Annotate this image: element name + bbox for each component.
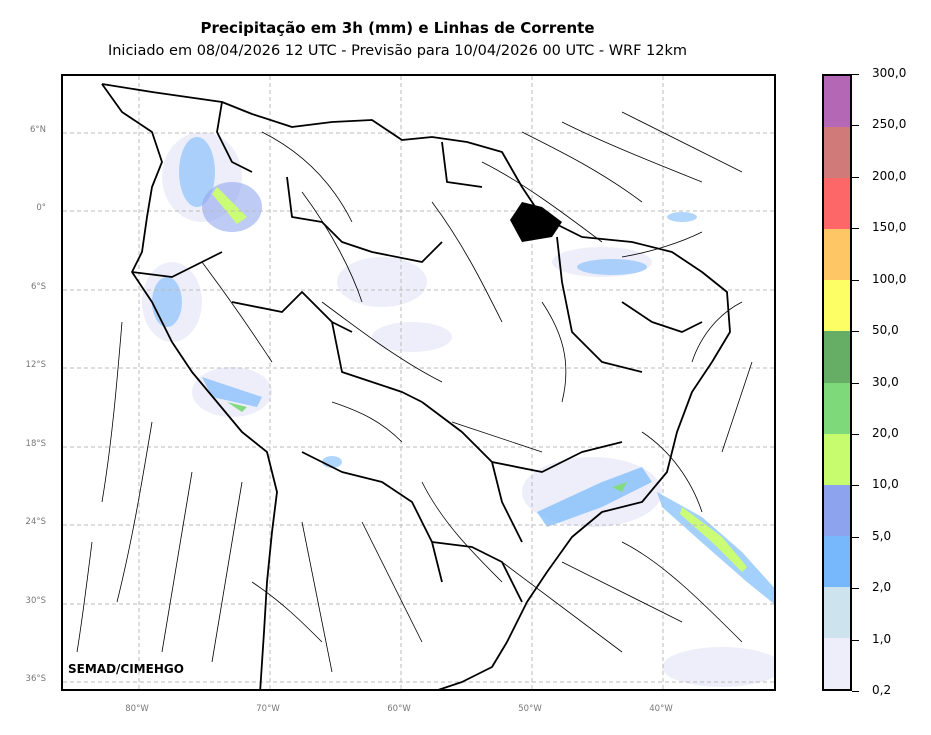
- colorbar-label: 0,2: [872, 683, 892, 697]
- colorbar-segment: [824, 484, 850, 536]
- colorbar-segment: [824, 637, 850, 689]
- precipitation-layer: [142, 132, 774, 687]
- colorbar-tick: [852, 433, 859, 435]
- colorbar-segment: [824, 75, 850, 128]
- lat-label: 0°: [36, 203, 46, 213]
- colorbar-segment: [824, 228, 850, 281]
- colorbar-label: 5,0: [872, 528, 892, 543]
- map-panel: [61, 74, 776, 691]
- colorbar-segment: [824, 330, 850, 383]
- colorbar-segment: [824, 433, 850, 485]
- colorbar-tick: [852, 176, 859, 178]
- colorbar-segment: [824, 126, 850, 179]
- colorbar-tick: [852, 639, 859, 641]
- lat-label: 24°S: [25, 517, 46, 527]
- colorbar-segment: [824, 586, 850, 638]
- colorbar-label: 200,0: [872, 168, 907, 183]
- lat-label: 12°S: [25, 360, 46, 370]
- map-title: Precipitação em 3h (mm) e Linhas de Corr…: [200, 19, 595, 37]
- credit-label: SEMAD/CIMEHGO: [68, 662, 184, 676]
- colorbar-label: 300,0: [872, 66, 907, 80]
- colorbar-tick: [852, 125, 859, 127]
- lat-label: 18°S: [25, 439, 46, 449]
- colorbar-tick: [852, 485, 859, 487]
- lon-label: 40°W: [649, 704, 673, 714]
- colorbar-label: 250,0: [872, 117, 907, 132]
- colorbar-label: 20,0: [872, 425, 899, 440]
- colorbar: [822, 74, 852, 691]
- colorbar-tick: [852, 588, 859, 590]
- lat-label: 36°S: [25, 674, 46, 684]
- colorbar-label: 50,0: [872, 323, 899, 338]
- lon-label: 70°W: [256, 704, 280, 714]
- colorbar-label: 100,0: [872, 271, 907, 286]
- colorbar-tick: [852, 691, 859, 692]
- colorbar-segment: [824, 279, 850, 332]
- streamlines: [76, 111, 753, 673]
- colorbar-tick: [852, 536, 859, 538]
- map-canvas: [63, 76, 774, 689]
- lat-label: 6°S: [30, 282, 46, 292]
- colorbar-label: 2,0: [872, 580, 892, 595]
- lat-label: 30°S: [25, 596, 46, 606]
- coastlines: [101, 83, 731, 689]
- colorbar-tick: [852, 331, 859, 333]
- colorbar-tick: [852, 74, 859, 75]
- colorbar-tick: [852, 228, 859, 230]
- colorbar-tick: [852, 382, 859, 384]
- colorbar-label: 10,0: [872, 477, 899, 492]
- map-subtitle: Iniciado em 08/04/2026 12 UTC - Previsão…: [107, 43, 688, 59]
- colorbar-segment: [824, 382, 850, 434]
- colorbar-segment: [824, 177, 850, 230]
- lon-label: 50°W: [518, 704, 542, 714]
- colorbar-label: 1,0: [872, 631, 892, 646]
- lon-label: 80°W: [125, 704, 149, 714]
- colorbar-label: 30,0: [872, 374, 899, 389]
- colorbar-label: 150,0: [872, 220, 907, 235]
- lat-label: 6°N: [29, 125, 46, 135]
- marajo-island: [510, 202, 562, 242]
- colorbar-segment: [824, 535, 850, 587]
- graticule: [63, 76, 774, 689]
- colorbar-tick: [852, 279, 859, 281]
- lon-label: 60°W: [387, 704, 411, 714]
